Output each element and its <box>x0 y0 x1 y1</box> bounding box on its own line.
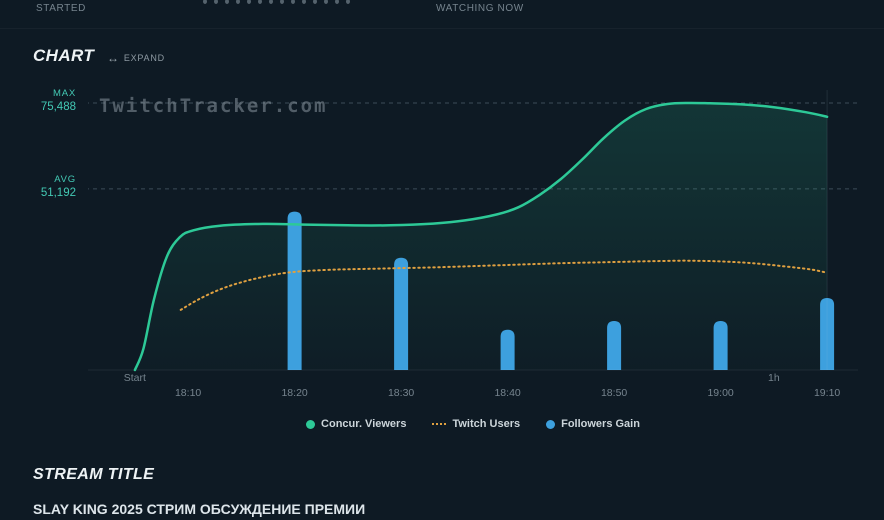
dot <box>346 0 350 4</box>
dot <box>236 0 240 4</box>
x-tick-label: 18:40 <box>494 387 521 399</box>
x-tick-label: 18:50 <box>600 387 628 399</box>
expand-chart-button[interactable]: ↔ EXPAND <box>107 52 165 64</box>
x-upper-label: 1h <box>768 372 780 384</box>
dot <box>291 0 295 4</box>
max-stat-label: MAX <box>53 88 76 99</box>
avg-stat-value: 51,192 <box>40 187 76 199</box>
x-tick-label: 18:10 <box>174 387 202 399</box>
dot <box>280 0 284 4</box>
x-tick-label: 19:00 <box>707 387 734 399</box>
dot <box>258 0 262 4</box>
header-divider <box>0 28 884 29</box>
circle-marker-icon <box>306 419 316 429</box>
dots-row <box>203 0 350 4</box>
started-column-label: STARTED <box>36 3 86 14</box>
x-tick-label: 18:30 <box>387 387 415 399</box>
avg-stat: AVG 51,192 <box>14 174 76 199</box>
chart-plot-area[interactable] <box>88 82 858 372</box>
dot <box>324 0 328 4</box>
dot <box>203 0 207 4</box>
legend-item-followers-gain[interactable]: Followers Gain <box>546 418 640 430</box>
circle-marker-icon <box>546 419 556 429</box>
avg-stat-label: AVG <box>54 174 76 185</box>
chart-section-title: CHART <box>33 46 95 65</box>
expand-label: EXPAND <box>123 53 165 63</box>
legend-label: Followers Gain <box>561 418 640 430</box>
dot <box>313 0 317 4</box>
max-stat: MAX 75,488 <box>14 88 76 113</box>
legend-item-concur-viewers[interactable]: Concur. Viewers <box>306 418 406 430</box>
watching-now-column-label: WATCHING NOW <box>436 3 524 14</box>
legend-label: Concur. Viewers <box>321 418 407 430</box>
stream-title-text: SLAY KING 2025 СТРИМ ОБСУЖДЕНИЕ ПРЕМИИ <box>33 501 366 517</box>
dotted-line-marker-icon <box>432 423 447 425</box>
x-tick-label: 19:10 <box>813 387 841 399</box>
stream-title-heading: STREAM TITLE <box>33 466 155 483</box>
dot <box>225 0 229 4</box>
dot <box>214 0 218 4</box>
legend-label: Twitch Users <box>452 418 521 430</box>
dot <box>247 0 251 4</box>
dot <box>335 0 339 4</box>
x-upper-label: Start <box>123 372 146 384</box>
dot <box>302 0 306 4</box>
expand-arrows-icon: ↔ <box>107 51 120 65</box>
dot <box>269 0 273 4</box>
max-stat-value: 75,488 <box>40 101 76 113</box>
legend-item-twitch-users[interactable]: Twitch Users <box>432 418 520 430</box>
chart-legend: Concur. Viewers Twitch Users Followers Gai… <box>88 418 858 430</box>
x-tick-label: 18:20 <box>281 387 308 399</box>
